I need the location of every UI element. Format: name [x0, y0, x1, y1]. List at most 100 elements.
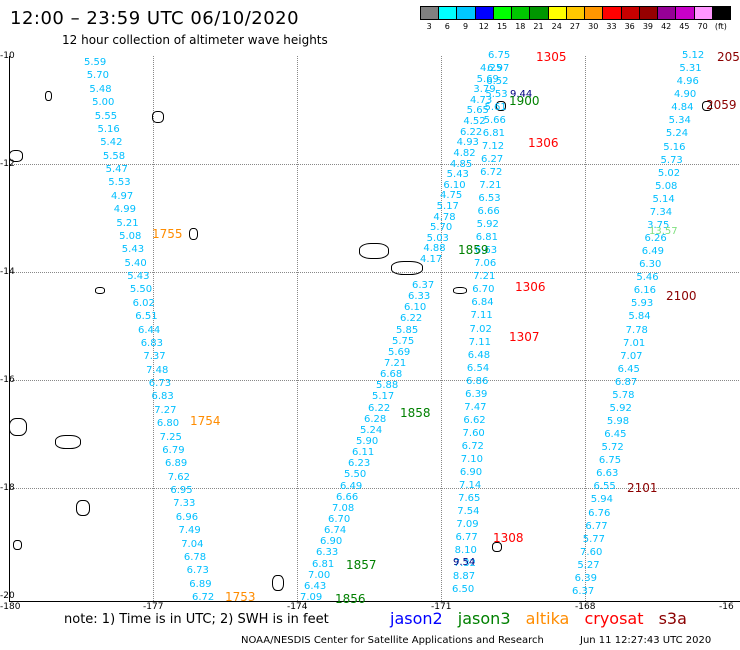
legend-jason3: jason3: [457, 609, 511, 628]
wave-height-value: 7.08: [332, 502, 355, 514]
time-label: 2101: [627, 481, 658, 495]
wave-height-value: 6.52: [486, 76, 509, 88]
wave-height-value: 6.87: [614, 376, 638, 388]
wave-height-value: 4.17: [420, 254, 443, 265]
wave-height-value: 5.92: [609, 402, 632, 414]
wave-height-value: 5.90: [356, 436, 379, 447]
wave-height-value: 5.92: [476, 219, 499, 231]
color-scale-label: 15: [496, 22, 508, 31]
wave-height-value: 6.10: [404, 302, 427, 314]
wave-height-value: 5.98: [606, 416, 630, 428]
wave-height-value: 5.65: [466, 105, 489, 117]
wave-height-value: 5.85: [396, 324, 419, 336]
wave-height-value: 5.40: [124, 257, 147, 269]
wave-height-value: 4.85: [450, 158, 473, 170]
wave-height-value: 7.10: [460, 453, 484, 465]
wave-height-value: 4.88: [423, 243, 446, 255]
wave-height-value: 6.48: [467, 349, 491, 361]
wave-height-value: 8.10: [454, 544, 477, 556]
wave-height-value: 6.28: [364, 413, 387, 425]
lat-label: -12: [0, 159, 15, 169]
wave-height-value: 6.45: [617, 363, 640, 375]
color-scale-label: 18: [515, 22, 526, 31]
wave-height-value: 6.73: [148, 378, 172, 389]
legend-altika: altika: [525, 609, 570, 628]
time-label: 1305: [536, 50, 567, 64]
wave-height-value: 6.26: [644, 233, 667, 245]
wave-height-value: 7.60: [462, 427, 485, 439]
island-savaii: [391, 261, 423, 275]
wave-height-value: 6.95: [170, 485, 193, 496]
wave-height-value: 5.43: [446, 169, 469, 181]
wave-height-value: 5.24: [360, 424, 383, 436]
wave-height-value: 6.23: [348, 458, 371, 470]
wave-height-value: 3.79: [473, 84, 496, 96]
time-label: 1857: [346, 558, 377, 572]
island: [702, 101, 712, 111]
footer-date: Jun 11 12:27:43 UTC 2020: [580, 635, 712, 646]
wave-height-value: 5.24: [665, 128, 689, 140]
color-scale-label: 9: [463, 22, 469, 31]
color-scale-label: 30: [588, 22, 599, 31]
color-scale: [420, 6, 731, 20]
island: [13, 540, 22, 550]
wave-height-value: 7.78: [625, 324, 648, 336]
wave-height-value: 6.96: [175, 511, 199, 523]
time-label: 1856: [335, 592, 366, 606]
wave-height-value: 6.27: [480, 154, 504, 166]
wave-height-value: 6.49: [641, 246, 665, 258]
wave-height-value: 6.55: [593, 481, 616, 493]
time-label: 1900: [509, 94, 540, 108]
wave-height-value: 5.46: [636, 272, 659, 284]
lat-label: -18: [0, 483, 15, 493]
color-scale-swatch: [620, 6, 640, 20]
lon-label: -16: [719, 602, 734, 612]
wave-height-value: 8.87: [452, 570, 476, 582]
wave-height-value: 5.17: [436, 200, 459, 212]
wave-height-value: 5.27: [577, 559, 600, 571]
wave-height-value: 5.59: [84, 57, 107, 68]
wave-height-value: 6.72: [192, 592, 215, 603]
wave-height-value: 6.86: [466, 375, 489, 387]
wave-height-value: 7.07: [620, 350, 643, 362]
wave-height-value: 6.11: [352, 447, 375, 459]
color-scale-label: 27: [569, 22, 581, 31]
island: [492, 542, 502, 552]
grid-line-lon: [153, 56, 154, 601]
color-scale-label: 3: [426, 22, 432, 31]
wave-height-value: 6.66: [336, 491, 359, 503]
wave-height-value: 5.00: [92, 97, 115, 109]
wave-height-value: 6.16: [633, 285, 656, 297]
wave-height-value: 5.16: [663, 141, 686, 153]
wave-height-value: 13.57: [649, 226, 678, 237]
wave-height-value: 7.47: [464, 401, 487, 413]
wave-height-value: 6.30: [639, 259, 662, 271]
time-label: 1753: [225, 590, 256, 604]
wave-height-value: 6.70: [472, 284, 495, 296]
wave-height-value: 6.79: [162, 444, 185, 456]
wave-height-value: 7.34: [649, 206, 673, 218]
wave-height-value: 4.90: [673, 89, 697, 101]
map-area: [9, 56, 740, 602]
wave-height-value: 7.06: [473, 258, 497, 270]
lon-label: -180: [0, 602, 21, 612]
color-scale-swatch: [547, 6, 567, 20]
wave-height-value: 5.70: [430, 222, 453, 234]
page-subtitle: 12 hour collection of altimeter wave hei…: [62, 33, 328, 47]
time-label: 205: [717, 50, 740, 64]
wave-height-value: 6.68: [380, 369, 403, 381]
wave-height-value: 4.25: [480, 63, 503, 74]
wave-height-value: 6.81: [475, 232, 498, 244]
wave-height-value: 5.53: [485, 89, 508, 101]
color-scale-swatch: [565, 6, 586, 20]
wave-height-value: 6.22: [368, 402, 391, 414]
wave-height-value: 6.74: [324, 525, 347, 537]
wave-height-value: 5.21: [116, 217, 139, 229]
wave-height-value: 6.37: [412, 280, 435, 291]
wave-height-value: 9.44: [510, 89, 533, 100]
footer-credit: NOAA/NESDIS Center for Satellite Applica…: [241, 635, 544, 646]
wave-height-value: 6.76: [588, 507, 611, 519]
color-scale-label: 45: [679, 22, 690, 31]
wave-height-value: 5.12: [682, 50, 705, 61]
color-scale-label: 33: [606, 22, 617, 31]
